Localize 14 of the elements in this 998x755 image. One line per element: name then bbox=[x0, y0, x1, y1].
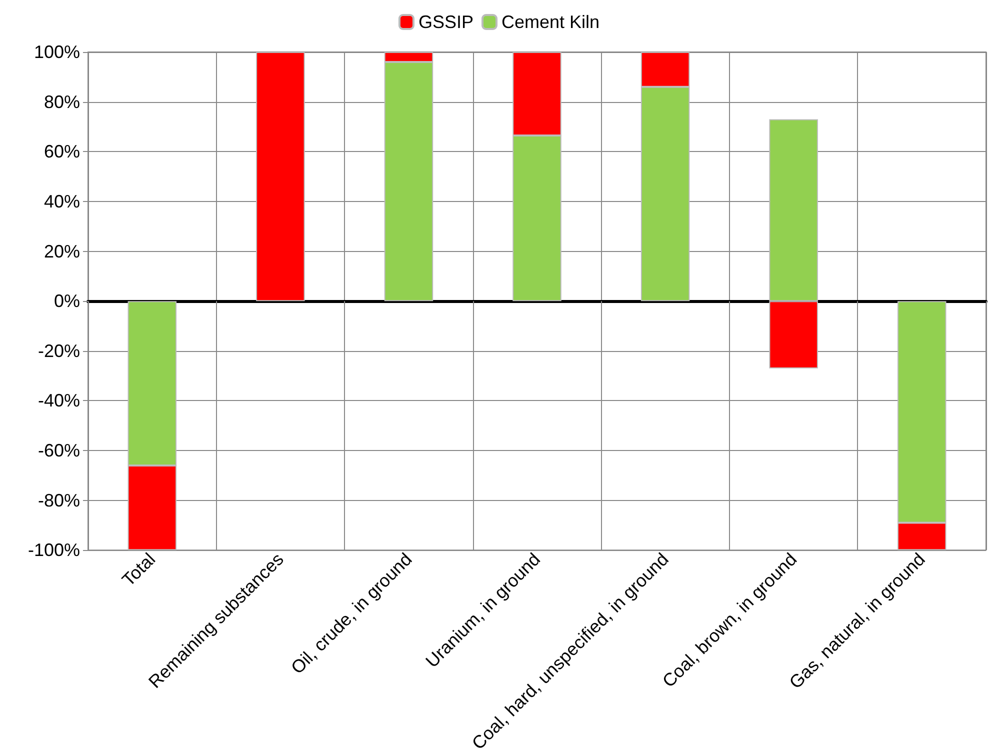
y-tick-label: -100% bbox=[28, 540, 80, 560]
bar bbox=[256, 52, 305, 302]
y-tick-label: 0% bbox=[54, 291, 80, 312]
legend-label: GSSIP bbox=[418, 12, 474, 32]
y-tick-label: -40% bbox=[38, 390, 80, 411]
y-tick-label: -60% bbox=[38, 440, 80, 461]
y-tick-label: 20% bbox=[44, 241, 80, 262]
y-tick-label: 60% bbox=[44, 142, 80, 162]
y-tick-label: -20% bbox=[38, 340, 80, 361]
y-tick-label: 100% bbox=[34, 42, 80, 62]
legend-label: Cement Kiln bbox=[501, 12, 600, 32]
y-tick-label: 80% bbox=[44, 92, 80, 112]
y-tick-label: -80% bbox=[38, 490, 80, 510]
y-tick-label: 40% bbox=[44, 191, 80, 212]
